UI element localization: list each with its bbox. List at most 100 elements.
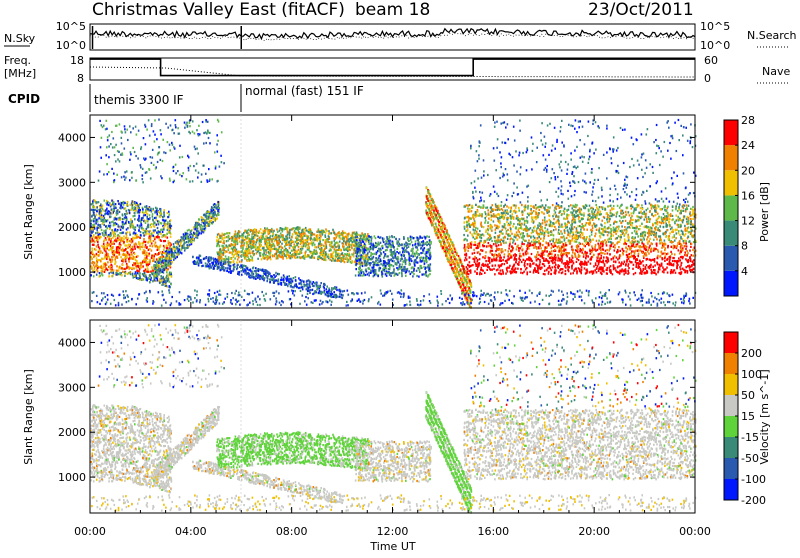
power-cell-193 bbox=[147, 230, 149, 232]
power-cell-4681 bbox=[416, 275, 418, 277]
power-cell-1368 bbox=[100, 260, 102, 262]
power-cell-3469 bbox=[282, 234, 284, 236]
power-cell-1878 bbox=[177, 253, 179, 255]
power-cell-4754 bbox=[366, 237, 368, 239]
power-cell-4836 bbox=[426, 257, 428, 259]
power-cell-1387 bbox=[122, 271, 124, 273]
power-cell-4071 bbox=[245, 269, 247, 271]
power-cell-3640 bbox=[250, 259, 252, 261]
power-cell-3466 bbox=[239, 235, 241, 237]
power-cell-4748 bbox=[369, 243, 371, 245]
power-cell-1097 bbox=[130, 249, 132, 251]
power-cell-955 bbox=[98, 217, 100, 219]
power-cell-1128 bbox=[145, 269, 147, 271]
power-cell-1026 bbox=[131, 226, 133, 228]
power-cell-1182 bbox=[143, 212, 145, 214]
power-cell-3520 bbox=[269, 229, 271, 231]
power-cell-3365 bbox=[315, 250, 317, 252]
power-cell-1303 bbox=[139, 237, 141, 239]
power-cell-3331 bbox=[280, 227, 282, 229]
power-cell-2345 bbox=[266, 252, 268, 254]
power-cell-1181 bbox=[127, 251, 129, 253]
power-cell-1790 bbox=[173, 252, 175, 254]
power-cell-1262 bbox=[114, 258, 116, 260]
power-cell-4642 bbox=[357, 251, 359, 253]
power-cell-3609 bbox=[239, 251, 241, 253]
power-cell-2384 bbox=[234, 257, 236, 259]
power-cell-3911 bbox=[281, 277, 283, 279]
power-cell-1945 bbox=[99, 120, 101, 122]
power-cell-946 bbox=[108, 239, 110, 241]
power-cell-3259 bbox=[238, 254, 240, 256]
power-cell-2020 bbox=[215, 167, 217, 169]
power-cell-1392 bbox=[126, 264, 128, 266]
power-cell-3810 bbox=[316, 285, 318, 287]
power-cell-723 bbox=[162, 229, 164, 231]
power-cell-3980 bbox=[320, 282, 322, 284]
power-cell-460 bbox=[167, 221, 169, 223]
power-cell-1298 bbox=[153, 221, 155, 223]
power-cell-675 bbox=[145, 214, 147, 216]
power-cell-393 bbox=[149, 253, 151, 255]
power-cell-129 bbox=[103, 209, 105, 211]
power-cell-445 bbox=[118, 254, 120, 256]
power-cell-302 bbox=[133, 256, 135, 258]
power-cell-4122 bbox=[292, 286, 294, 288]
power-cell-4111 bbox=[270, 275, 272, 277]
power-cell-2265 bbox=[297, 256, 299, 258]
power-cell-3065 bbox=[218, 238, 220, 240]
power-cell-4593 bbox=[428, 264, 430, 266]
power-cell-308 bbox=[104, 257, 106, 259]
power-cell-4355 bbox=[422, 237, 424, 239]
power-cell-4003 bbox=[288, 275, 290, 277]
power-cell-273 bbox=[110, 238, 112, 240]
power-cell-4506 bbox=[429, 273, 431, 275]
power-cell-1037 bbox=[108, 256, 110, 258]
power-cell-442 bbox=[147, 220, 149, 222]
power-cell-3598 bbox=[284, 241, 286, 243]
power-cell-3495 bbox=[331, 242, 333, 244]
power-cell-886 bbox=[134, 262, 136, 264]
power-cell-1339 bbox=[156, 213, 158, 215]
power-cell-2509 bbox=[256, 241, 258, 243]
power-cell-1005 bbox=[160, 245, 162, 247]
power-cell-4102 bbox=[333, 288, 335, 290]
power-cell-2956 bbox=[281, 243, 283, 245]
power-cell-3935 bbox=[226, 270, 228, 272]
power-cell-3196 bbox=[222, 237, 224, 239]
power-cell-1336 bbox=[134, 275, 136, 277]
power-cell-3504 bbox=[272, 245, 274, 247]
power-cell-1975 bbox=[198, 172, 200, 174]
power-cell-2551 bbox=[296, 251, 298, 253]
power-cell-561 bbox=[126, 228, 128, 230]
power-cell-1924 bbox=[219, 166, 221, 168]
power-cell-769 bbox=[111, 229, 113, 231]
power-cell-724 bbox=[96, 262, 98, 264]
power-cell-3913 bbox=[241, 270, 243, 272]
power-cell-4806 bbox=[377, 275, 379, 277]
power-cell-1962 bbox=[103, 173, 105, 175]
power-cell-4745 bbox=[382, 275, 384, 277]
power-cell-3512 bbox=[342, 260, 344, 262]
power-cell-1904 bbox=[146, 129, 148, 131]
power-cell-1258 bbox=[137, 224, 139, 226]
power-cell-1055 bbox=[114, 229, 116, 231]
power-cell-4451 bbox=[393, 268, 395, 270]
power-cell-3139 bbox=[237, 232, 239, 234]
power-cell-4439 bbox=[400, 258, 402, 260]
power-cell-3621 bbox=[293, 253, 295, 255]
power-cell-4287 bbox=[355, 250, 357, 252]
power-cell-4804 bbox=[386, 272, 388, 274]
power-cell-3619 bbox=[239, 231, 241, 233]
power-cell-1894 bbox=[156, 273, 158, 275]
power-cell-1978 bbox=[179, 145, 181, 147]
power-cell-4134 bbox=[330, 291, 332, 293]
power-cell-904 bbox=[92, 238, 94, 240]
power-cell-4673 bbox=[395, 257, 397, 259]
power-cell-3826 bbox=[342, 290, 344, 292]
power-cell-4744 bbox=[361, 269, 363, 271]
power-cell-947 bbox=[96, 229, 98, 231]
power-cell-2027 bbox=[192, 120, 194, 122]
power-cell-1293 bbox=[111, 221, 113, 223]
power-cell-4826 bbox=[409, 264, 411, 266]
